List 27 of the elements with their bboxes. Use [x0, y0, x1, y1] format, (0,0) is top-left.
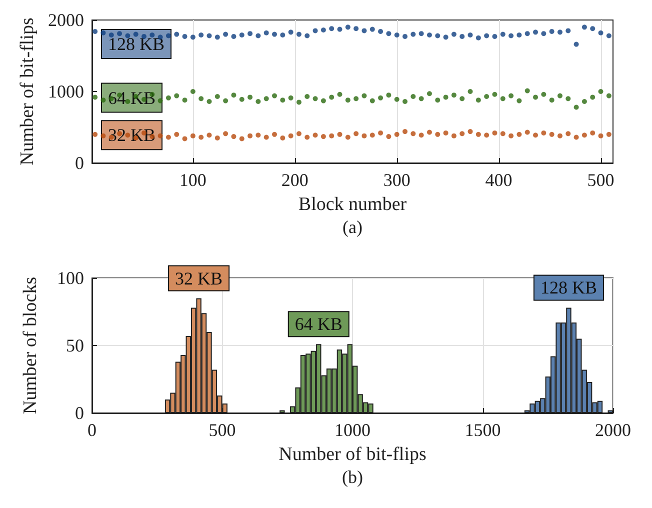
y-axis-title: Number of bit-flips: [17, 18, 38, 166]
x-tick-label: 300: [383, 170, 410, 190]
x-axis-title: Block number: [298, 194, 408, 215]
y-axis-title: Number of blocks: [20, 276, 41, 414]
text: (a): [342, 217, 362, 237]
x-tick-label: 400: [485, 170, 512, 190]
series-label: 64 KB: [294, 314, 342, 334]
series-label: 32 KB: [175, 268, 223, 288]
x-axis-title: Number of bit-flips: [278, 444, 426, 465]
x-tick-label: 2000: [595, 420, 631, 440]
series-label: 32 KB: [108, 125, 156, 146]
y-tick-label: 1000: [48, 82, 84, 102]
y-tick-label: 50: [66, 336, 84, 356]
x-tick-label: 500: [587, 170, 614, 190]
x-tick-label: 1500: [464, 420, 501, 440]
x-tick-label: 500: [208, 420, 236, 440]
x-tick-label: 100: [179, 170, 206, 190]
x-tick-label: 1000: [334, 420, 370, 440]
y-tick-label: 0: [75, 153, 84, 173]
x-tick-label: 0: [88, 420, 96, 440]
y-tick-label: 100: [57, 268, 84, 288]
series-label: 128 KB: [540, 278, 597, 298]
text: (b): [342, 467, 363, 487]
x-tick-label: 200: [281, 170, 308, 190]
series-label: 128 KB: [108, 34, 165, 54]
y-tick-label: 2000: [48, 10, 84, 30]
y-tick-label: 0: [75, 403, 84, 423]
